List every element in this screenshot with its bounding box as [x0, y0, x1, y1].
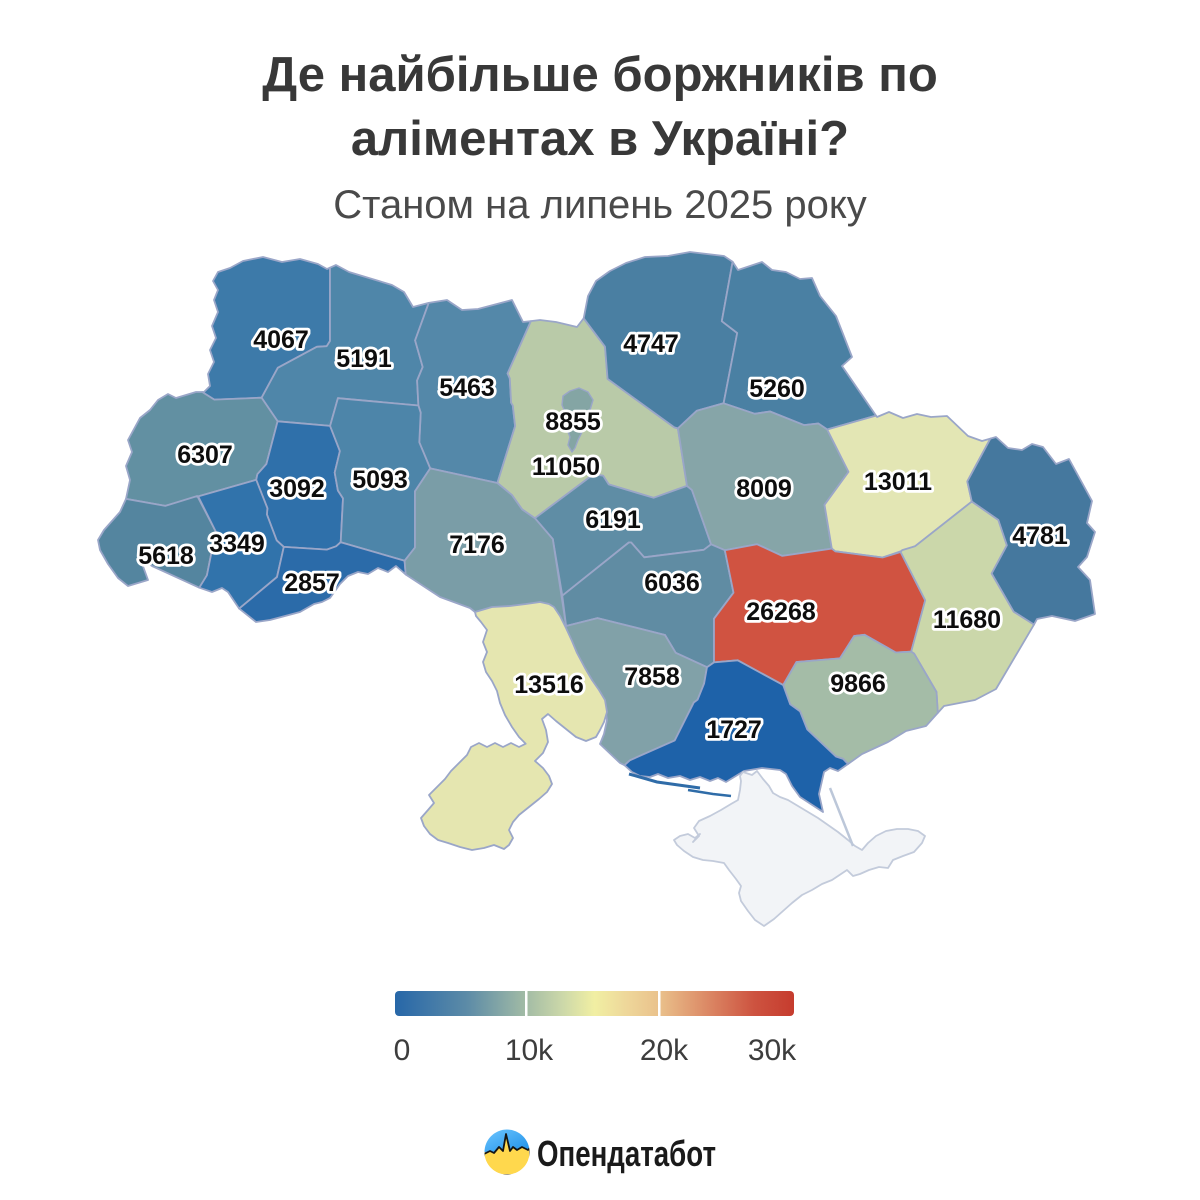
svg-text:13516: 13516 — [514, 671, 584, 699]
svg-text:Де найбільше боржників по: Де найбільше боржників по — [262, 48, 938, 102]
svg-text:3349: 3349 — [209, 530, 265, 558]
svg-text:6191: 6191 — [585, 506, 641, 534]
svg-text:10k: 10k — [505, 1034, 554, 1067]
svg-text:9866: 9866 — [830, 670, 886, 698]
svg-text:4781: 4781 — [1012, 522, 1068, 550]
svg-text:5191: 5191 — [336, 345, 392, 373]
svg-text:6036: 6036 — [644, 569, 700, 597]
svg-text:5093: 5093 — [352, 466, 408, 494]
svg-text:7858: 7858 — [624, 663, 680, 691]
svg-text:4747: 4747 — [623, 330, 679, 358]
svg-text:11680: 11680 — [933, 606, 1001, 634]
svg-text:7176: 7176 — [449, 531, 505, 559]
svg-text:4067: 4067 — [253, 326, 309, 354]
svg-text:26268: 26268 — [746, 598, 816, 626]
svg-text:2857: 2857 — [284, 569, 340, 597]
svg-text:8855: 8855 — [545, 408, 601, 436]
svg-text:Станом на липень 2025 року: Станом на липень 2025 року — [333, 183, 867, 227]
svg-text:30k: 30k — [748, 1034, 797, 1067]
svg-text:0: 0 — [394, 1034, 411, 1067]
svg-text:6307: 6307 — [177, 441, 233, 469]
svg-text:5463: 5463 — [439, 374, 495, 402]
svg-text:5260: 5260 — [749, 375, 805, 403]
svg-text:20k: 20k — [640, 1034, 689, 1067]
svg-text:8009: 8009 — [736, 475, 792, 503]
svg-text:1727: 1727 — [706, 716, 762, 744]
svg-text:3092: 3092 — [269, 475, 325, 503]
svg-text:13011: 13011 — [864, 468, 932, 496]
svg-text:аліментах в Україні?: аліментах в Україні? — [351, 112, 849, 166]
svg-text:5618: 5618 — [138, 542, 194, 570]
svg-text:11050: 11050 — [532, 453, 600, 481]
svg-text:Опендатабот: Опендатабот — [537, 1133, 716, 1174]
